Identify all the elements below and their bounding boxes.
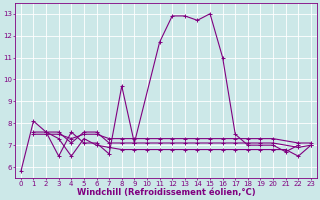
X-axis label: Windchill (Refroidissement éolien,°C): Windchill (Refroidissement éolien,°C) — [76, 188, 255, 197]
